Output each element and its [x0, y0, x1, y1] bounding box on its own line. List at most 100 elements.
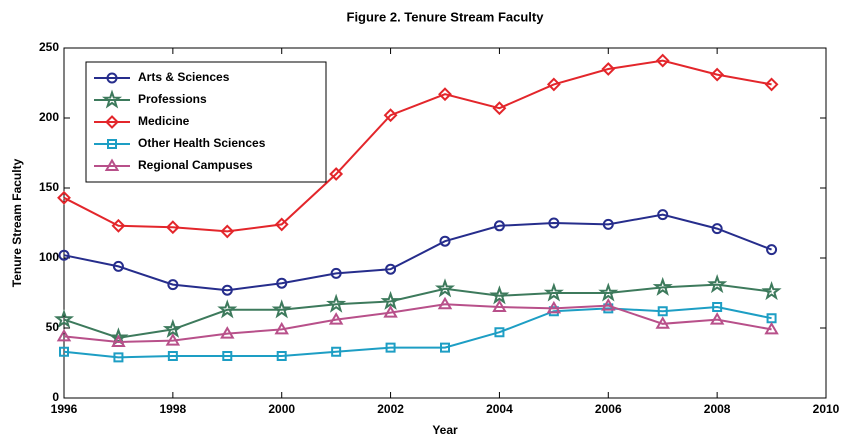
marker: [59, 346, 69, 357]
marker: [331, 346, 342, 357]
marker: [548, 217, 560, 229]
x-tick-label: 2002: [377, 402, 404, 416]
marker: [167, 279, 179, 291]
legend-label: Medicine: [138, 114, 190, 128]
y-tick-label: 250: [39, 40, 59, 54]
marker: [111, 334, 126, 347]
marker: [383, 305, 398, 318]
marker: [764, 77, 779, 92]
marker: [165, 220, 180, 235]
marker: [657, 209, 669, 221]
marker: [489, 285, 510, 305]
marker: [655, 316, 670, 329]
x-tick-label: 2004: [486, 402, 513, 416]
legend-label: Other Health Sciences: [138, 136, 266, 150]
marker: [437, 296, 453, 310]
marker: [546, 300, 562, 314]
legend-label: Arts & Sciences: [138, 70, 230, 84]
marker: [710, 67, 725, 82]
marker: [434, 278, 456, 298]
marker: [439, 235, 451, 247]
chart-title: Figure 2. Tenure Stream Faculty: [347, 9, 545, 24]
marker: [220, 326, 235, 339]
marker: [111, 218, 126, 233]
y-axis-label: Tenure Stream Faculty: [10, 158, 24, 287]
marker: [601, 298, 616, 311]
marker: [383, 108, 398, 123]
y-tick-label: 100: [39, 250, 59, 264]
marker: [766, 313, 777, 324]
marker: [105, 115, 119, 129]
marker: [274, 321, 289, 335]
marker: [58, 249, 70, 261]
marker: [711, 223, 723, 235]
marker: [53, 309, 75, 329]
marker: [107, 139, 117, 149]
marker: [165, 333, 181, 346]
x-tick-label: 2008: [704, 402, 731, 416]
marker: [494, 327, 505, 338]
marker: [162, 318, 183, 338]
marker: [271, 299, 292, 319]
marker: [274, 217, 289, 232]
marker: [57, 190, 71, 205]
marker: [276, 277, 288, 289]
marker: [221, 284, 233, 296]
series-line: [63, 213, 772, 292]
x-tick-label: 1998: [160, 402, 187, 416]
marker: [652, 276, 673, 296]
marker: [113, 352, 124, 363]
marker: [326, 293, 347, 313]
marker: [276, 351, 287, 361]
marker: [380, 290, 401, 310]
legend-label: Regional Campuses: [138, 158, 253, 172]
marker: [440, 342, 450, 353]
marker: [56, 328, 72, 342]
marker: [330, 267, 342, 279]
x-tick-label: 2006: [595, 402, 622, 416]
series-line: [63, 59, 772, 233]
marker: [492, 101, 507, 116]
marker: [709, 312, 725, 325]
marker: [493, 220, 505, 232]
marker: [766, 244, 778, 256]
marker: [217, 299, 238, 319]
legend: Arts & Sciences Professions Medicine Other …: [85, 61, 327, 183]
y-tick-label: 50: [46, 320, 60, 334]
x-tick-label: 1996: [51, 402, 78, 416]
marker: [598, 282, 619, 302]
marker: [601, 62, 616, 76]
marker: [655, 53, 670, 68]
legend-label: Professions: [138, 92, 207, 106]
marker: [712, 302, 723, 312]
marker: [385, 263, 397, 275]
marker: [222, 351, 233, 361]
marker: [328, 312, 344, 325]
marker: [385, 342, 396, 353]
marker: [329, 167, 344, 181]
marker: [602, 218, 614, 230]
x-axis-label: Year: [432, 423, 458, 437]
marker: [220, 224, 235, 239]
marker: [104, 158, 120, 171]
marker: [707, 274, 728, 294]
marker: [438, 87, 452, 102]
series-line: [63, 303, 772, 344]
x-tick-label: 2000: [268, 402, 295, 416]
x-tick-label: 2010: [813, 402, 840, 416]
marker: [167, 351, 178, 361]
series-line: [63, 305, 772, 359]
marker: [101, 89, 123, 109]
marker: [492, 299, 507, 312]
y-tick-label: 150: [39, 180, 59, 194]
marker: [657, 306, 668, 317]
marker: [764, 321, 779, 335]
y-tick-label: 200: [39, 110, 59, 124]
marker: [761, 281, 782, 301]
plot-frame: [63, 47, 827, 399]
marker: [543, 282, 564, 302]
marker: [546, 77, 561, 92]
marker: [112, 260, 124, 272]
y-tick-label: 0: [52, 390, 59, 404]
